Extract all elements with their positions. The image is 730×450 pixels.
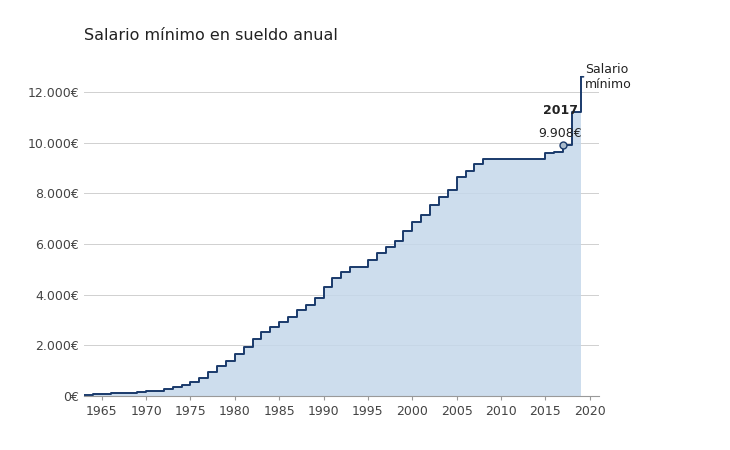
Text: 2017: 2017 — [543, 104, 578, 117]
Text: Salario
mínimo: Salario mínimo — [585, 63, 632, 91]
Text: Salario mínimo en sueldo anual: Salario mínimo en sueldo anual — [84, 28, 338, 43]
Text: 9.908€: 9.908€ — [539, 127, 583, 140]
